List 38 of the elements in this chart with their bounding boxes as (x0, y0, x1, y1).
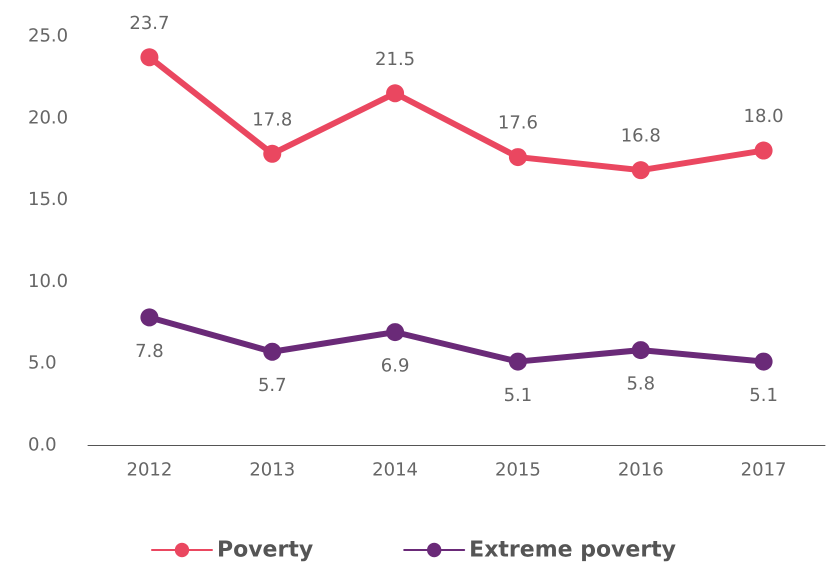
data-label: 5.7 (258, 375, 287, 396)
point (386, 84, 404, 102)
point (632, 161, 650, 180)
data-label: 18.0 (744, 106, 784, 128)
data-label: 23.7 (129, 12, 170, 34)
x-tick-label: 2016 (618, 460, 664, 480)
point (140, 48, 158, 66)
y-tick-label: 0.0 (28, 434, 57, 456)
point (263, 144, 282, 163)
y-tick-label: 15.0 (28, 189, 68, 210)
data-label: 6.9 (380, 356, 410, 377)
point (754, 142, 773, 160)
x-tick-label: 2015 (495, 460, 541, 480)
data-label: 5.1 (749, 385, 778, 406)
data-label: 5.8 (626, 374, 656, 395)
point (508, 352, 527, 371)
point (754, 352, 773, 371)
legend-label: Poverty (216, 538, 314, 562)
data-label: 17.8 (252, 109, 292, 130)
point (263, 342, 282, 361)
point (140, 308, 158, 326)
point (386, 323, 404, 342)
data-label: 5.1 (504, 385, 532, 406)
data-label: 7.8 (135, 340, 164, 362)
y-tick-label: 5.0 (28, 352, 57, 374)
legend-label: Extreme poverty (469, 538, 676, 562)
point (632, 341, 650, 360)
x-tick-label: 2013 (249, 460, 296, 480)
y-tick-label: 25.0 (28, 26, 68, 46)
x-tick-label: 2017 (740, 460, 786, 480)
x-tick-label: 2014 (372, 460, 418, 480)
x-tick-label: 2012 (126, 460, 172, 480)
point (508, 148, 527, 166)
data-label: 21.5 (375, 48, 416, 70)
y-tick-label: 10.0 (28, 270, 68, 292)
data-label: 17.6 (498, 112, 538, 134)
data-label: 16.8 (620, 126, 661, 147)
y-tick-label: 20.0 (28, 107, 68, 128)
